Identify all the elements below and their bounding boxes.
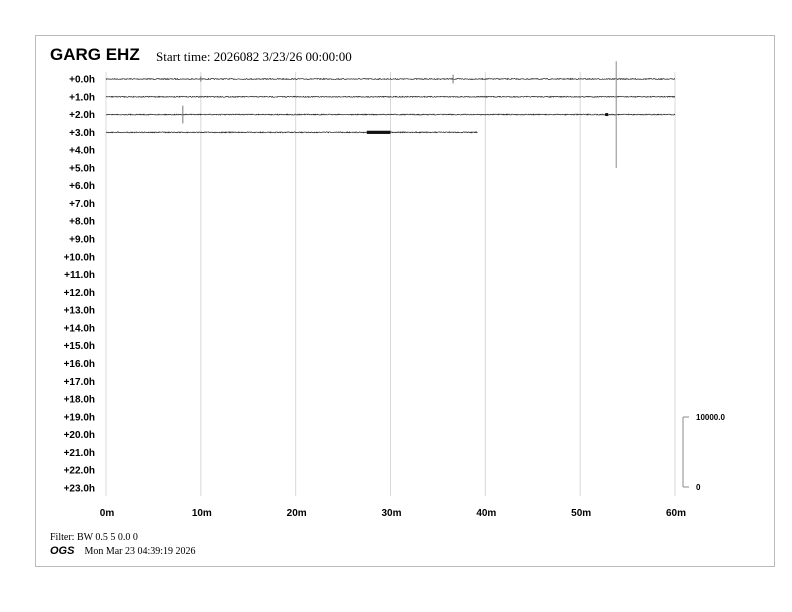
row-label: +20.0h bbox=[64, 430, 95, 441]
station-title: GARG EHZ bbox=[50, 45, 140, 64]
trace-row-3 bbox=[105, 131, 478, 134]
row-label: +12.0h bbox=[64, 288, 95, 299]
footer-line: OGS Mon Mar 23 04:39:19 2026 bbox=[50, 545, 196, 557]
generated-time: Mon Mar 23 04:39:19 2026 bbox=[84, 546, 196, 557]
start-time: Start time: 2026082 3/23/26 00:00:00 bbox=[156, 49, 352, 64]
row-label: +2.0h bbox=[69, 110, 95, 121]
plot-frame bbox=[35, 35, 775, 567]
org-label: OGS bbox=[50, 545, 75, 557]
row-label: +14.0h bbox=[64, 323, 95, 334]
row-label: +3.0h bbox=[69, 128, 95, 139]
row-label: +23.0h bbox=[64, 483, 95, 494]
row-label: +8.0h bbox=[69, 217, 95, 228]
x-tick-label: 50m bbox=[571, 508, 591, 519]
trace-row-1 bbox=[105, 95, 676, 98]
x-tick-label: 0m bbox=[100, 508, 115, 519]
row-label: +5.0h bbox=[69, 163, 95, 174]
row-label: +6.0h bbox=[69, 181, 95, 192]
scale-top-label: 10000.0 bbox=[696, 413, 725, 422]
row-label: +17.0h bbox=[64, 377, 95, 388]
x-tick-label: 30m bbox=[381, 508, 401, 519]
event-burst bbox=[366, 130, 391, 134]
row-label: +7.0h bbox=[69, 199, 95, 210]
row-label: +22.0h bbox=[64, 466, 95, 477]
row-label: +10.0h bbox=[64, 252, 95, 263]
event-blob bbox=[605, 113, 609, 117]
row-label: +19.0h bbox=[64, 412, 95, 423]
row-label: +15.0h bbox=[64, 341, 95, 352]
trace-row-2 bbox=[105, 113, 676, 116]
row-label: +16.0h bbox=[64, 359, 95, 370]
row-label: +4.0h bbox=[69, 146, 95, 157]
x-tick-label: 40m bbox=[476, 508, 496, 519]
scale-bottom-label: 0 bbox=[696, 483, 701, 492]
x-tick-label: 10m bbox=[192, 508, 212, 519]
row-label: +0.0h bbox=[69, 75, 95, 86]
row-label: +13.0h bbox=[64, 306, 95, 317]
row-label: +21.0h bbox=[64, 448, 95, 459]
row-label: +18.0h bbox=[64, 395, 95, 406]
x-tick-label: 60m bbox=[666, 508, 686, 519]
row-label: +1.0h bbox=[69, 92, 95, 103]
row-label: +9.0h bbox=[69, 235, 95, 246]
row-label: +11.0h bbox=[64, 270, 95, 281]
x-tick-label: 20m bbox=[287, 508, 307, 519]
filter-text: Filter: BW 0.5 5 0.0 0 bbox=[50, 532, 138, 543]
